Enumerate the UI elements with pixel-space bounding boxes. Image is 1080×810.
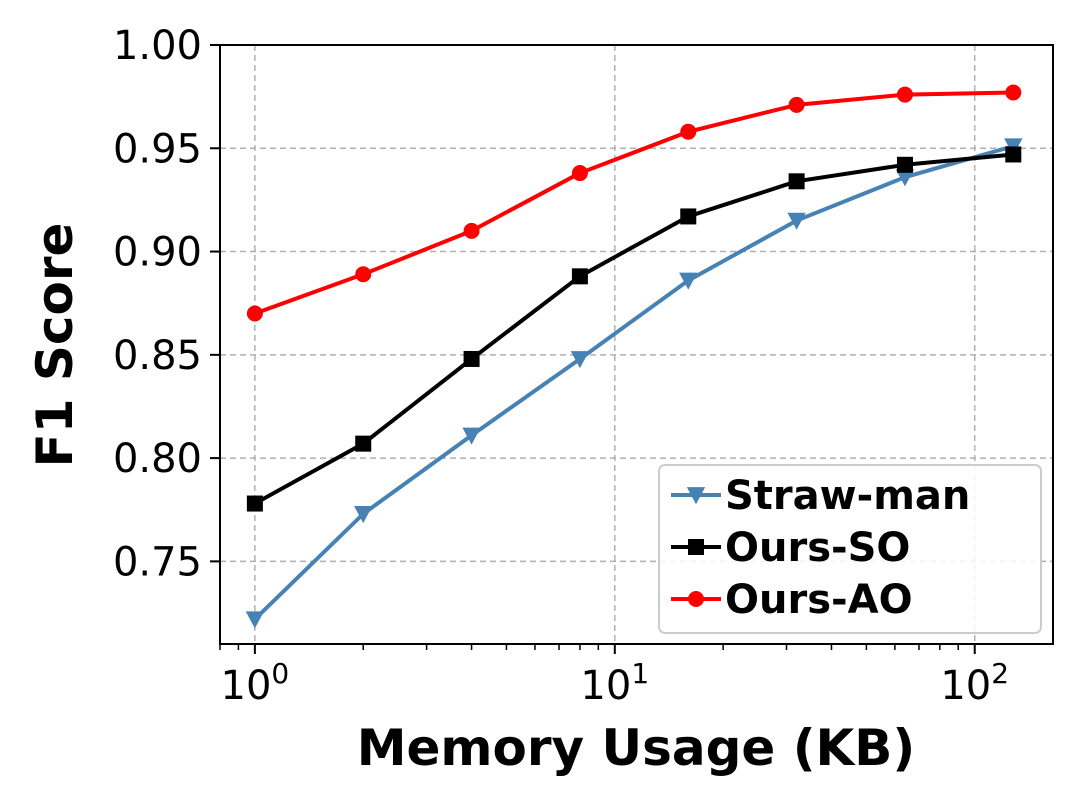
data-point [354,506,373,524]
legend-label: Ours-AO [725,577,913,623]
data-point [680,208,697,225]
data-point [571,165,588,182]
data-point [246,305,263,322]
data-point [896,156,913,173]
data-point [788,173,805,190]
series-ours-ao [246,84,1022,322]
legend-label: Ours-SO [725,525,910,571]
data-point [1005,84,1022,101]
x-tick-base: 10 [221,663,272,709]
y-tick-label: 0.90 [113,230,202,276]
x-tick-label: 102 [940,657,1009,709]
y-axis-title: F1 Score [26,223,84,468]
data-point [686,487,706,505]
data-point [355,266,372,283]
data-point [788,96,805,113]
data-point [462,427,481,445]
series-line [253,152,1014,506]
y-tick-label: 0.95 [113,126,202,172]
data-point [1005,146,1022,163]
x-axis-title: Memory Usage (KB) [357,719,916,777]
x-tick-base: 10 [580,663,631,709]
plot-frame [219,44,1054,645]
x-tick-label: 100 [221,657,290,709]
y-tick-label: 0.80 [113,436,202,482]
series-group [245,84,1023,629]
data-point [355,435,372,452]
y-tick-label: 0.75 [113,539,202,585]
data-point [896,86,913,103]
legend-label: Straw-man [725,473,970,519]
data-point [688,539,704,555]
x-tick-base: 10 [940,663,991,709]
x-tick-exponent: 1 [631,657,649,690]
x-tick-exponent: 2 [991,657,1009,690]
data-point [463,222,480,239]
series-line [253,144,1014,621]
y-axis: 0.75 0.80 0.85 0.90 0.95 1.00 [113,23,220,585]
data-point [679,272,698,290]
legend-box [658,464,1042,634]
data-point [245,611,265,629]
x-tick-label: 101 [580,657,649,709]
data-point [463,350,480,367]
x-tick-exponent: 0 [271,657,289,690]
data-point [688,591,704,607]
series-ours-so [246,146,1022,512]
data-point [680,123,697,140]
y-tick-label: 0.85 [113,333,202,379]
data-point [787,212,806,230]
series-line [254,90,1014,316]
data-point [570,351,590,369]
data-point [571,268,588,285]
y-tick-label: 1.00 [113,23,202,69]
data-point [895,169,915,187]
x-axis: 100 101 102 [219,644,1009,709]
legend: Straw-man Ours-SO Ours-AO [658,464,1042,634]
data-point [246,495,263,512]
